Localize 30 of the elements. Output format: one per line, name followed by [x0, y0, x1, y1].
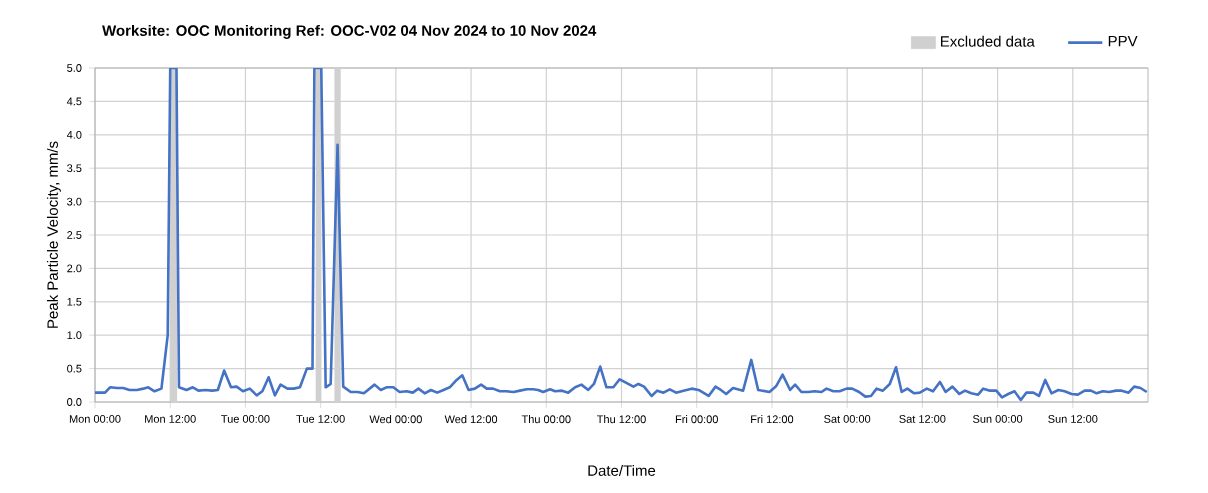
y-tick-label: 2.0 [67, 264, 82, 273]
y-tick-label: 5.0 [67, 64, 82, 72]
x-tick-label: Sat 00:00 [824, 415, 871, 423]
y-tick-label: 3.5 [67, 164, 82, 173]
y-tick-label: 2.5 [67, 231, 82, 239]
x-tick-label: Mon 12:00 [145, 415, 196, 423]
y-tick-label: 0.0 [67, 398, 82, 406]
legend-label: Excluded data [941, 35, 1035, 47]
x-tick-label: Thu 00:00 [521, 415, 571, 424]
y-tick-label: 3.0 [67, 197, 82, 206]
x-tick-label: Wed 12:00 [444, 415, 498, 424]
x-tick-label: Mon 00:00 [69, 415, 121, 423]
y-tick-label: 1.5 [67, 297, 82, 306]
x-tick-label: Sun 12:00 [1048, 415, 1098, 423]
x-axis-title: Date/Time [588, 464, 656, 476]
chart-title: Worksite: OOC Monitoring Ref: OOC-V02 04 Nov 2024 to 10 Nov 2024 [102, 24, 597, 39]
y-tick-label: 1.0 [67, 331, 82, 340]
x-tick-label: Thu 12:00 [596, 415, 646, 424]
y-tick-label: 4.0 [66, 130, 82, 139]
y-axis-title: Peak Particle Velocity, mm/s [46, 141, 61, 328]
x-tick-label: Fri 00:00 [675, 415, 718, 424]
x-tick-label: Sun 00:00 [973, 415, 1023, 423]
x-tick-label: Wed 00:00 [369, 415, 422, 424]
y-tick-label: 0.5 [67, 364, 82, 373]
x-tick-label: Sat 12:00 [899, 415, 946, 423]
x-tick-label: Tue 00:00 [221, 415, 270, 423]
x-tick-label: Tue 12:00 [296, 415, 345, 423]
x-tick-label: Fri 12:00 [751, 415, 794, 424]
y-tick-label: 4.5 [66, 97, 82, 106]
legend-label: PPV [1108, 35, 1138, 47]
